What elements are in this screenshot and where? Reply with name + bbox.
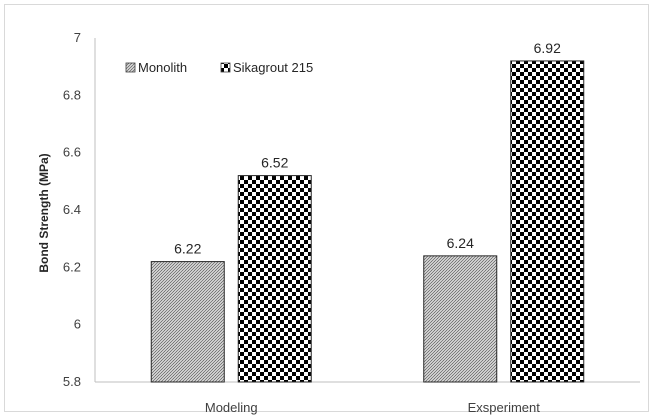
data-label: 6.92 [534,40,561,56]
legend-label-monolith: Monolith [138,60,187,75]
y-tick-label: 5.8 [63,374,81,389]
data-label: 6.52 [261,155,288,171]
x-axis-ticks: Modeling Exsperiment [205,400,540,415]
bar-monolith [423,255,498,383]
bar-monolith [150,261,225,383]
y-axis-ticks: 5.8 6 6.2 6.4 6.6 6.8 7 [63,30,81,389]
data-label: 6.22 [174,241,201,257]
y-tick-label: 7 [74,30,81,45]
y-tick-label: 6.8 [63,87,81,102]
bars: 6.22 6.52 6.24 6.92 [150,40,585,383]
x-tick-label: Exsperiment [468,400,541,415]
data-label: 6.24 [447,235,474,251]
x-tick-label: Modeling [205,400,258,415]
legend-swatch-sikagrout [220,62,231,73]
y-tick-label: 6.2 [63,259,81,274]
bar-sikagrout [237,175,312,383]
y-tick-label: 6.6 [63,145,81,160]
y-axis-label: Bond Strength (MPa) [37,153,51,272]
y-tick-label: 6 [74,317,81,332]
legend-label-sikagrout: Sikagrout 215 [233,60,313,75]
y-tick-label: 6.4 [63,202,81,217]
legend-swatch-monolith [125,62,136,73]
legend: Monolith Sikagrout 215 [125,60,313,75]
bar-sikagrout [510,60,585,383]
